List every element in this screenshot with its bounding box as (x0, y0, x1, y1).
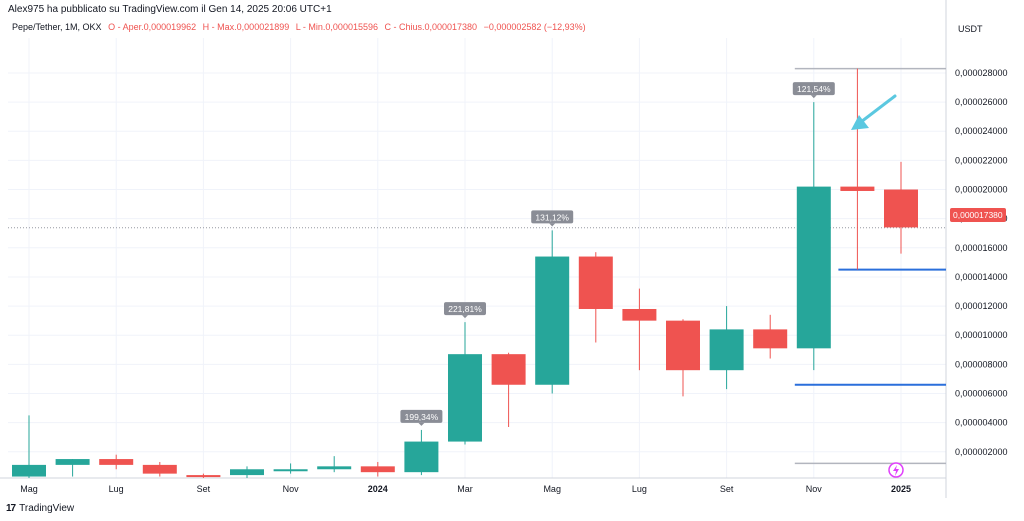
candle-body (186, 475, 221, 478)
legend-high: H - Max.0,000021899 (202, 22, 290, 32)
time-tick-label: 2025 (891, 484, 911, 494)
time-tick-label: Lug (632, 484, 647, 494)
price-tick-label: 0,000022000 (955, 155, 1008, 165)
candle-body (622, 308, 657, 321)
symbol-legend: Pepe/Tether, 1M, OKX O - Aper.0,00001996… (12, 22, 586, 32)
last-price-label: 0,000017380 (950, 208, 1006, 222)
percent-badge-label: 221,81% (448, 304, 482, 314)
candle-body (55, 459, 90, 465)
percent-badge-pointer (549, 223, 556, 227)
candle-body (666, 320, 700, 371)
candle-body (273, 469, 308, 472)
percent-badge-pointer (810, 95, 817, 99)
candle-body (535, 256, 570, 385)
candle-body (578, 256, 613, 309)
price-tick-label: 0,000002000 (955, 447, 1008, 457)
arrow-annotation (855, 94, 897, 127)
candle-body (360, 466, 395, 473)
percent-badge-label: 121,54% (797, 84, 831, 94)
percent-badge (792, 82, 835, 96)
legend-close: C - Chius.0,000017380 (384, 22, 478, 32)
time-tick-label: Nov (283, 484, 300, 494)
time-tick-label: 2024 (368, 484, 388, 494)
candle-body (404, 441, 439, 473)
price-tick-label: 0,000026000 (955, 97, 1008, 107)
percent-badge-pointer (418, 422, 425, 426)
time-tick-label: Mag (20, 484, 38, 494)
candle-body (142, 464, 177, 474)
price-tick-label: 0,000010000 (955, 330, 1008, 340)
legend-change: −0,000002582 (−12,93%) (483, 22, 586, 32)
candle-body (753, 329, 788, 349)
legend-open: O - Aper.0,000019962 (108, 22, 197, 32)
percent-badge-label: 199,34% (405, 412, 439, 422)
publisher-text: Alex975 ha pubblicato su TradingView.com… (8, 4, 332, 15)
time-tick-label: Set (720, 484, 734, 494)
price-tick-label: 0,000004000 (955, 418, 1008, 428)
candle-body (796, 186, 831, 349)
time-tick-label: Mag (543, 484, 561, 494)
candle-body (230, 469, 264, 476)
candle-body (317, 466, 352, 470)
candle-body (840, 186, 875, 191)
candle-body (884, 189, 918, 228)
candle-body (12, 464, 46, 477)
price-tick-label: 0,000024000 (955, 126, 1008, 136)
legend-symbol[interactable]: Pepe/Tether, 1M, OKX (12, 22, 102, 32)
candle-body (448, 354, 482, 442)
time-tick-label: Mar (457, 484, 473, 494)
brand-text: TradingView (19, 503, 75, 514)
time-tick-label: Lug (109, 484, 124, 494)
time-tick-label: Set (197, 484, 211, 494)
legend-low: L - Min.0,000015596 (295, 22, 378, 32)
percent-badge (444, 302, 486, 316)
price-tick-label: 0,000016000 (955, 243, 1008, 253)
percent-badge-pointer (462, 315, 468, 319)
candle-body (99, 459, 134, 465)
tradingview-brand[interactable]: 17 TradingView (6, 503, 74, 514)
price-tick-label: 0,000006000 (955, 388, 1008, 398)
arrow-head-icon (851, 115, 869, 130)
price-tick-label: 0,000020000 (955, 185, 1008, 195)
price-tick-label: 0,000008000 (955, 359, 1008, 369)
price-tick-label: 0,000014000 (955, 272, 1008, 282)
time-tick-label: Nov (806, 484, 823, 494)
candle-body (709, 329, 744, 371)
lightning-icon (893, 465, 899, 476)
price-tick-label: 0,000028000 (955, 68, 1008, 78)
percent-badge (400, 409, 443, 423)
tradingview-logo-icon: 17 (6, 503, 16, 514)
candle-body (491, 354, 526, 385)
price-axis-unit[interactable]: USDT (958, 24, 983, 34)
percent-badge (531, 210, 574, 224)
percent-badge-label: 131,12% (535, 212, 569, 222)
price-tick-label: 0,000012000 (955, 301, 1008, 311)
